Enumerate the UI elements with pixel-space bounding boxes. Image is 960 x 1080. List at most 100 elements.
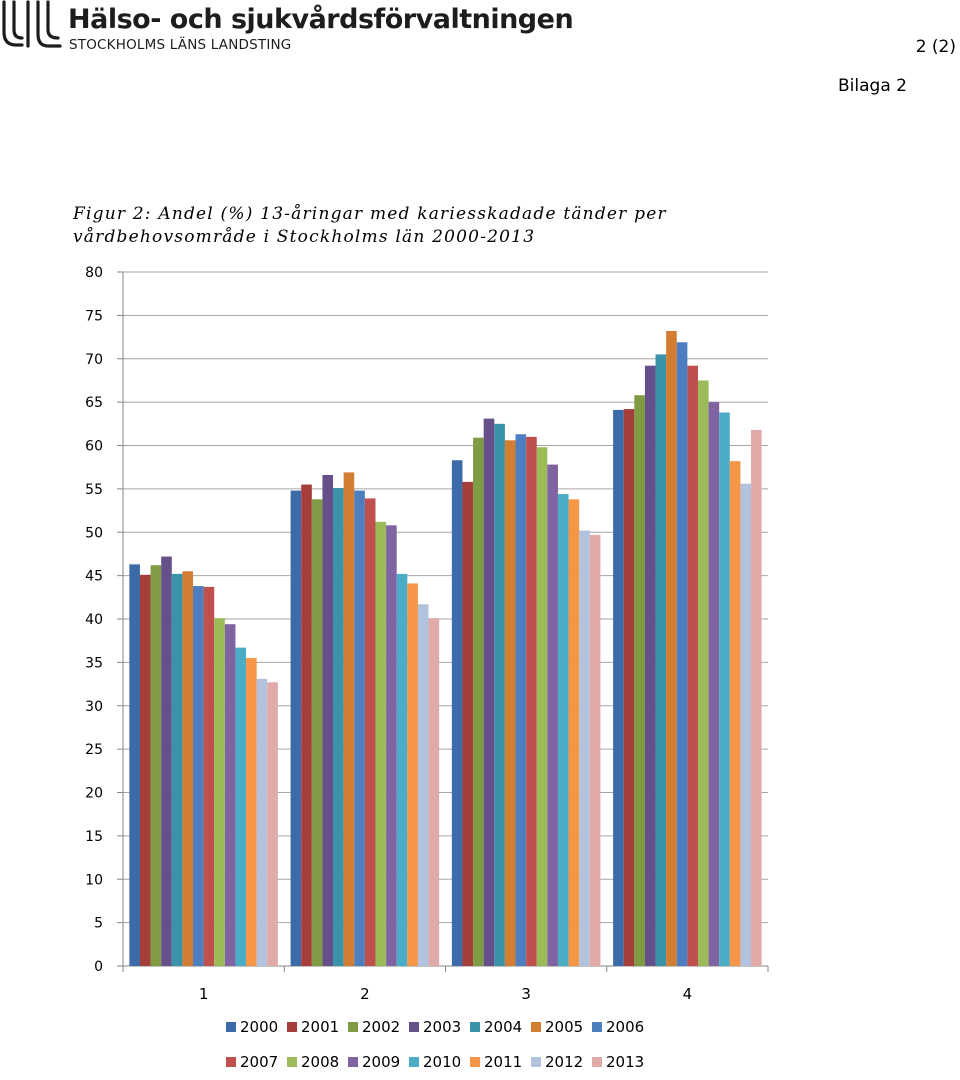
y-tick-label: 10: [85, 872, 103, 888]
bar: [214, 618, 225, 966]
logo-mark-icon: [2, 0, 62, 48]
figure-title-line-2: vårdbehovsområde i Stockholms län 2000-2…: [73, 227, 536, 247]
bar: [740, 483, 752, 966]
bar: [129, 564, 140, 966]
bar: [161, 556, 172, 966]
bar: [364, 498, 376, 966]
bar: [708, 402, 720, 966]
bar: [526, 436, 537, 966]
bar: [171, 573, 183, 966]
legend-label: 2013: [606, 1053, 644, 1071]
y-tick-label: 30: [85, 699, 103, 715]
bar: [462, 481, 474, 966]
bar: [676, 342, 688, 967]
legend-swatch: [348, 1057, 358, 1067]
bar: [139, 574, 151, 966]
bar: [375, 521, 387, 966]
bar: [193, 586, 204, 966]
bar: [354, 490, 365, 966]
figure-title-line-1: Figur 2: Andel (%) 13-åringar med karies…: [73, 204, 667, 224]
y-tick-label: 55: [85, 482, 103, 498]
bar: [407, 583, 418, 966]
bar: [697, 380, 709, 966]
legend-swatch: [470, 1057, 480, 1067]
bar: [568, 499, 580, 966]
legend-swatch: [287, 1022, 297, 1032]
bar: [751, 429, 762, 966]
legend-swatch: [348, 1022, 358, 1032]
legend-label: 2006: [606, 1018, 644, 1036]
y-tick-label: 0: [94, 959, 103, 975]
legend-label: 2002: [362, 1018, 400, 1036]
bar: [557, 494, 569, 966]
legend-label: 2001: [301, 1018, 339, 1036]
legend-swatch: [409, 1057, 419, 1067]
appendix-label: Bilaga 2: [838, 76, 907, 96]
bar: [386, 525, 397, 966]
bar: [417, 604, 429, 966]
bar: [579, 530, 590, 966]
bar: [267, 682, 278, 966]
legend-label: 2000: [240, 1018, 278, 1036]
bar: [515, 434, 527, 966]
legend-label: 2004: [484, 1018, 522, 1036]
bar: [311, 499, 323, 966]
x-category-label: 2: [360, 985, 370, 1003]
legend-label: 2009: [362, 1053, 400, 1071]
legend-label: 2005: [545, 1018, 583, 1036]
bar: [613, 409, 624, 966]
legend-label: 2008: [301, 1053, 339, 1071]
legend-swatch: [226, 1022, 236, 1032]
bar: [428, 618, 440, 966]
bar: [203, 586, 215, 966]
legend-swatch: [470, 1022, 480, 1032]
y-tick-label: 20: [85, 786, 103, 802]
legend-label: 2012: [545, 1053, 583, 1071]
bar: [623, 409, 635, 966]
legend-label: 2007: [240, 1053, 278, 1071]
bar: [235, 647, 247, 966]
legend-swatch: [226, 1057, 236, 1067]
bar: [547, 464, 558, 966]
page-number: 2 (2): [915, 37, 956, 57]
y-tick-label: 65: [85, 395, 103, 411]
bar: [719, 412, 730, 966]
bar: [343, 472, 355, 966]
bar: [483, 418, 495, 966]
bar: [182, 571, 194, 966]
legend-label: 2011: [484, 1053, 522, 1071]
bar: [333, 488, 344, 966]
bar: [290, 490, 302, 966]
y-tick-label: 45: [85, 569, 103, 585]
x-category-label: 3: [521, 985, 531, 1003]
bar: [256, 678, 268, 966]
logo: [2, 0, 62, 48]
bar: [473, 437, 484, 966]
legend-swatch: [592, 1022, 602, 1032]
org-subtitle: STOCKHOLMS LÄNS LANDSTING: [69, 37, 292, 53]
y-tick-label: 60: [85, 439, 103, 455]
y-tick-label: 35: [85, 655, 103, 671]
bar: [504, 440, 516, 966]
bar: [655, 354, 667, 967]
legend-label: 2003: [423, 1018, 461, 1036]
legend-swatch: [592, 1057, 602, 1067]
bar: [224, 624, 236, 966]
bar: [494, 423, 505, 966]
org-name: Hälso- och sjukvårdsförvaltningen: [68, 4, 574, 35]
y-tick-label: 75: [85, 308, 103, 324]
bar: [246, 658, 257, 966]
bar: [589, 534, 601, 966]
x-category-label: 4: [683, 985, 693, 1003]
bar: [536, 447, 548, 966]
bar: [634, 395, 645, 966]
legend-swatch: [287, 1057, 297, 1067]
y-tick-label: 40: [85, 612, 103, 628]
bar: [666, 330, 677, 966]
bar: [301, 484, 312, 966]
bar: [644, 365, 656, 966]
y-tick-label: 15: [85, 829, 103, 845]
y-tick-label: 25: [85, 742, 103, 758]
bar: [729, 461, 741, 966]
